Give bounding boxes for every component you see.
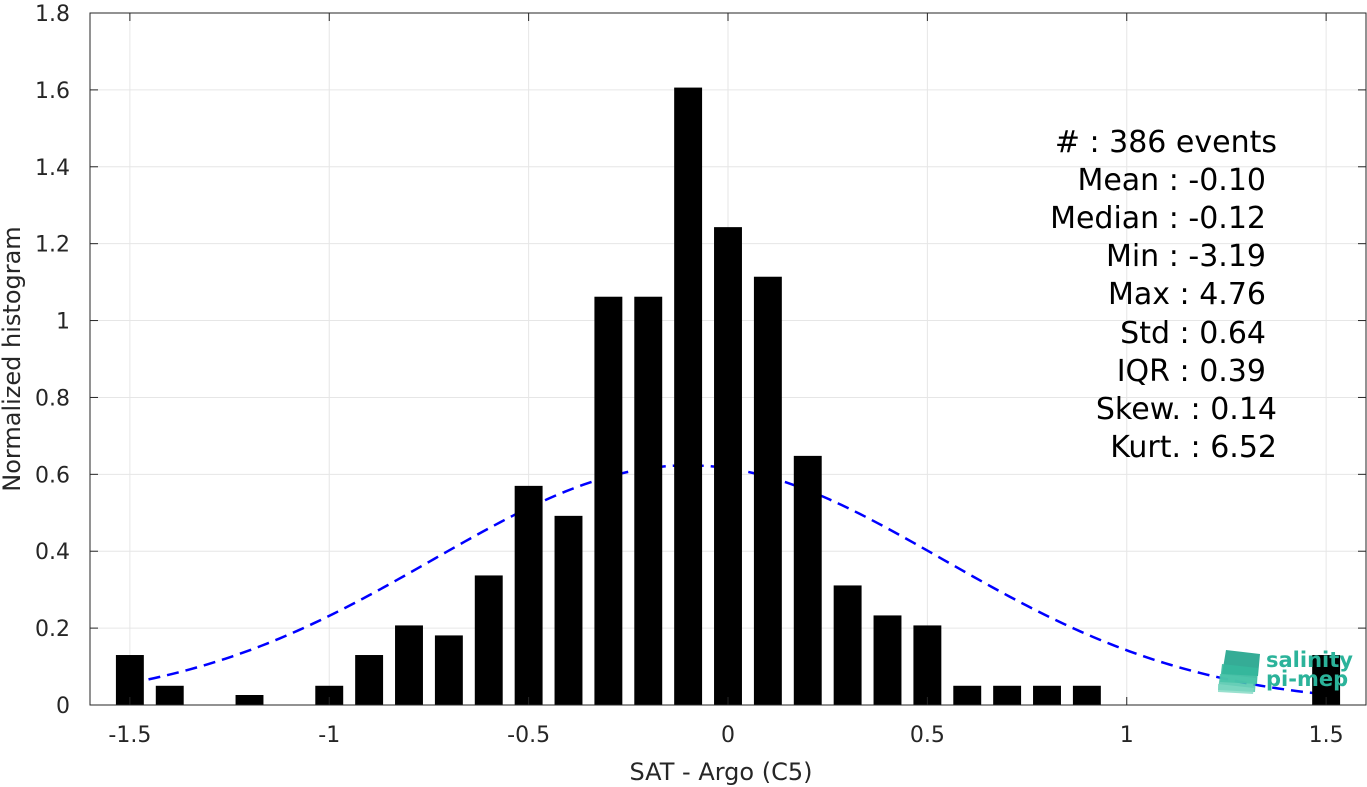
histogram-bar — [1312, 655, 1341, 705]
histogram-bar — [953, 685, 982, 705]
normal-fit-layer — [129, 464, 1327, 696]
x-tick-label: -0.5 — [507, 723, 550, 748]
histogram-bar — [395, 625, 423, 705]
salinity-pimep-logo: salinity pi-mep — [1218, 648, 1353, 694]
histogram-bar — [913, 625, 942, 705]
histogram-bar — [714, 227, 742, 705]
histogram-bar — [833, 585, 862, 705]
stat-std: Std : 0.64 — [1120, 316, 1266, 351]
y-tick-label: 0 — [56, 694, 70, 719]
bars-layer — [115, 87, 1341, 706]
y-tick-label: 1.4 — [35, 156, 70, 181]
histogram-bar — [1072, 685, 1101, 705]
y-tick-label: 1.6 — [35, 79, 70, 104]
stat-iqr: IQR : 0.39 — [1117, 354, 1266, 389]
y-axis-label: Normalized histogram — [0, 226, 26, 491]
histogram-bar — [793, 455, 822, 705]
y-tick-label: 1.8 — [35, 2, 70, 27]
y-tick-label: 1.2 — [35, 233, 70, 258]
x-tick-label: -1.5 — [108, 723, 151, 748]
logo-wave-icon — [1218, 650, 1260, 694]
logo-text-line1: salinity — [1266, 648, 1353, 672]
y-tick-label: 0.4 — [35, 540, 70, 565]
x-axis-label: SAT - Argo (C5) — [630, 758, 813, 786]
histogram-bar — [1033, 685, 1061, 705]
histogram-bar — [753, 276, 782, 705]
histogram-bar — [634, 296, 663, 705]
histogram-bar — [514, 485, 543, 705]
histogram-bar — [155, 685, 184, 705]
histogram-bar — [993, 685, 1022, 705]
stat-median: Median : -0.12 — [1050, 201, 1266, 236]
stat-mean: Mean : -0.10 — [1077, 163, 1266, 198]
normal-fit-curve — [129, 464, 1327, 696]
x-axis-ticks: -1.5 -1 -0.5 0 0.5 1 1.5 — [108, 13, 1344, 748]
stat-kurt: Kurt. : 6.52 — [1110, 430, 1277, 465]
stat-skew: Skew. : 0.14 — [1096, 392, 1277, 427]
y-axis-ticks: 0 0.2 0.4 0.6 0.8 1 1.2 1.4 1.6 1.8 — [35, 2, 1366, 719]
histogram-bar — [873, 615, 902, 705]
stats-box: # : 386 events Mean : -0.10 Median : -0.… — [1050, 125, 1277, 465]
stat-min: Min : -3.19 — [1106, 239, 1266, 274]
histogram-bar — [674, 87, 703, 706]
histogram-bar — [594, 296, 623, 705]
y-tick-label: 1 — [56, 310, 70, 335]
histogram-bar — [355, 655, 384, 705]
histogram-bar — [235, 695, 264, 705]
histogram-bar — [474, 575, 503, 705]
x-tick-label: 0 — [721, 723, 735, 748]
x-tick-label: 1.5 — [1309, 723, 1344, 748]
x-tick-label: 1 — [1120, 723, 1134, 748]
y-tick-label: 0.2 — [35, 617, 70, 642]
histogram-bar — [434, 635, 463, 705]
histogram-bar — [315, 685, 344, 705]
y-tick-label: 0.8 — [35, 386, 70, 411]
x-tick-label: -1 — [318, 723, 340, 748]
logo-text-line2: pi-mep — [1266, 667, 1348, 691]
y-tick-label: 0.6 — [35, 463, 70, 488]
histogram-bar — [115, 655, 144, 705]
stat-count: # : 386 events — [1055, 125, 1277, 160]
stat-max: Max : 4.76 — [1108, 277, 1266, 312]
x-tick-label: 0.5 — [910, 723, 945, 748]
histogram-bar — [554, 515, 583, 705]
